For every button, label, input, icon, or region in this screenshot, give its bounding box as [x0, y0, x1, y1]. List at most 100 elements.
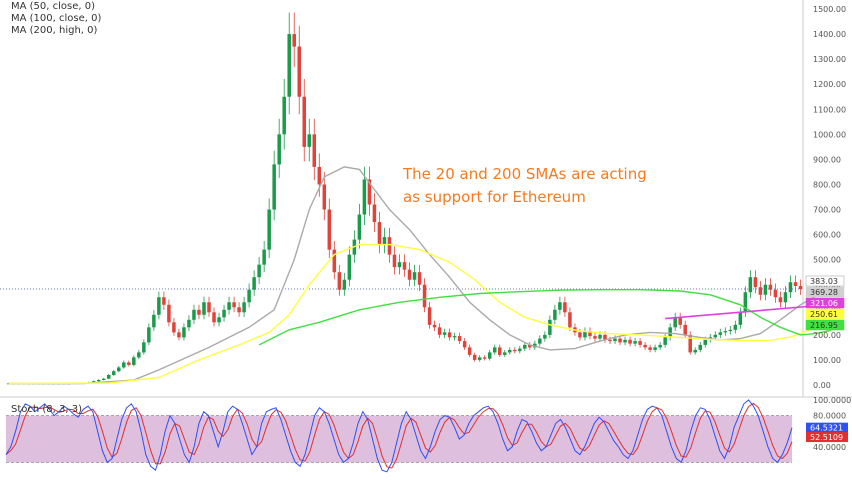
price-tick-label: 1200.00 [813, 80, 846, 89]
candle [728, 326, 733, 335]
candle-body [543, 334, 547, 339]
candle-body [713, 334, 718, 338]
candle-body [548, 319, 552, 335]
candle [723, 327, 728, 336]
candle [748, 270, 753, 299]
candle [327, 198, 332, 259]
stoch-tick-label: 80.0000 [813, 412, 846, 421]
candle-body [232, 302, 236, 308]
candle-body [447, 332, 452, 338]
candle-body [192, 309, 196, 320]
candle [292, 12, 296, 68]
candle [96, 379, 101, 382]
candle-body [673, 317, 677, 328]
candle [252, 270, 256, 296]
candle [127, 360, 131, 367]
candle-body [593, 336, 597, 339]
candle [222, 304, 226, 322]
candle [207, 296, 211, 317]
candle-body [783, 292, 788, 303]
candle-body [668, 327, 672, 338]
candle-body [302, 96, 307, 147]
price-marker-box [805, 286, 845, 298]
candle [357, 203, 362, 249]
candle [397, 254, 402, 275]
candle-body [317, 166, 322, 185]
candle-body [568, 312, 572, 328]
candle [653, 344, 657, 353]
candle-body [688, 334, 692, 353]
stoch-marker: 52.5109 [806, 432, 848, 443]
candle-body [327, 209, 332, 250]
candle-body [442, 332, 447, 335]
candle [467, 344, 472, 357]
candle-body [262, 249, 266, 265]
candle-body [107, 374, 111, 379]
candle-body [683, 324, 687, 335]
candle [492, 344, 497, 355]
candle [367, 166, 372, 216]
candle [447, 328, 452, 341]
candle-body [91, 381, 96, 383]
candle [528, 341, 532, 350]
candle [698, 341, 702, 353]
candle [548, 315, 552, 339]
candle [628, 336, 632, 347]
candle-body [422, 284, 427, 308]
candle-body [96, 379, 101, 382]
price-axis: 1500.00 1400.00 1300.00 1200.00 1100.00 1000.… [805, 5, 846, 390]
legend-ma-200: MA (200, high, 0) [11, 25, 98, 36]
candle [167, 299, 171, 327]
candle [402, 254, 407, 277]
candle-body [392, 254, 397, 268]
candle [693, 347, 697, 355]
price-marker-label: 216.95 [810, 321, 838, 330]
annotation-line-2: as support for Ethereum [403, 188, 586, 206]
candle [758, 280, 763, 301]
candle-body [277, 134, 281, 165]
candle [563, 296, 567, 317]
stochastic-panel [5, 399, 793, 473]
price-tick-label: 800.00 [813, 180, 841, 189]
candle [783, 286, 788, 308]
candle-body [322, 184, 327, 210]
candle [502, 349, 507, 357]
candle-body [768, 284, 773, 290]
candle-body [397, 262, 402, 268]
candle [101, 377, 106, 381]
stoch-band [6, 415, 792, 463]
candle [172, 318, 176, 336]
candle-body [147, 327, 151, 343]
legend-ma-100: MA (100, close, 0) [11, 13, 102, 24]
candle [287, 12, 291, 115]
candle-body [523, 344, 527, 349]
candle [643, 341, 647, 350]
candle [472, 352, 477, 362]
price-marker-box [805, 308, 845, 320]
price-tick-label: 1300.00 [813, 55, 846, 64]
stoch-tick-label: 40.0000 [813, 443, 846, 452]
candle [427, 302, 432, 329]
candle-body [227, 302, 231, 310]
stoch-marker-label: 52.5109 [810, 433, 843, 442]
candle-body [177, 332, 181, 338]
candle [678, 312, 682, 329]
candle-body [663, 337, 667, 345]
candle-body [558, 302, 562, 310]
candle-body [648, 347, 652, 350]
candle [553, 304, 557, 324]
candle-body [618, 338, 622, 343]
candle [282, 78, 286, 150]
candle-body [753, 277, 758, 288]
price-tick-label: 500.00 [813, 256, 841, 265]
candle [152, 310, 156, 332]
candle-body [187, 319, 191, 328]
candle-body [798, 285, 803, 289]
candle-body [412, 272, 417, 280]
candle-body [633, 341, 637, 344]
candle-body [307, 134, 312, 147]
candle-body [653, 347, 657, 350]
price-panel [0, 0, 852, 398]
price-tick-label: 1500.00 [813, 5, 846, 14]
candle-body [508, 349, 512, 353]
